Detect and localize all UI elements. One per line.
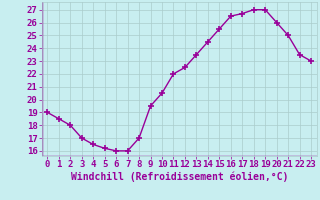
X-axis label: Windchill (Refroidissement éolien,°C): Windchill (Refroidissement éolien,°C): [70, 172, 288, 182]
